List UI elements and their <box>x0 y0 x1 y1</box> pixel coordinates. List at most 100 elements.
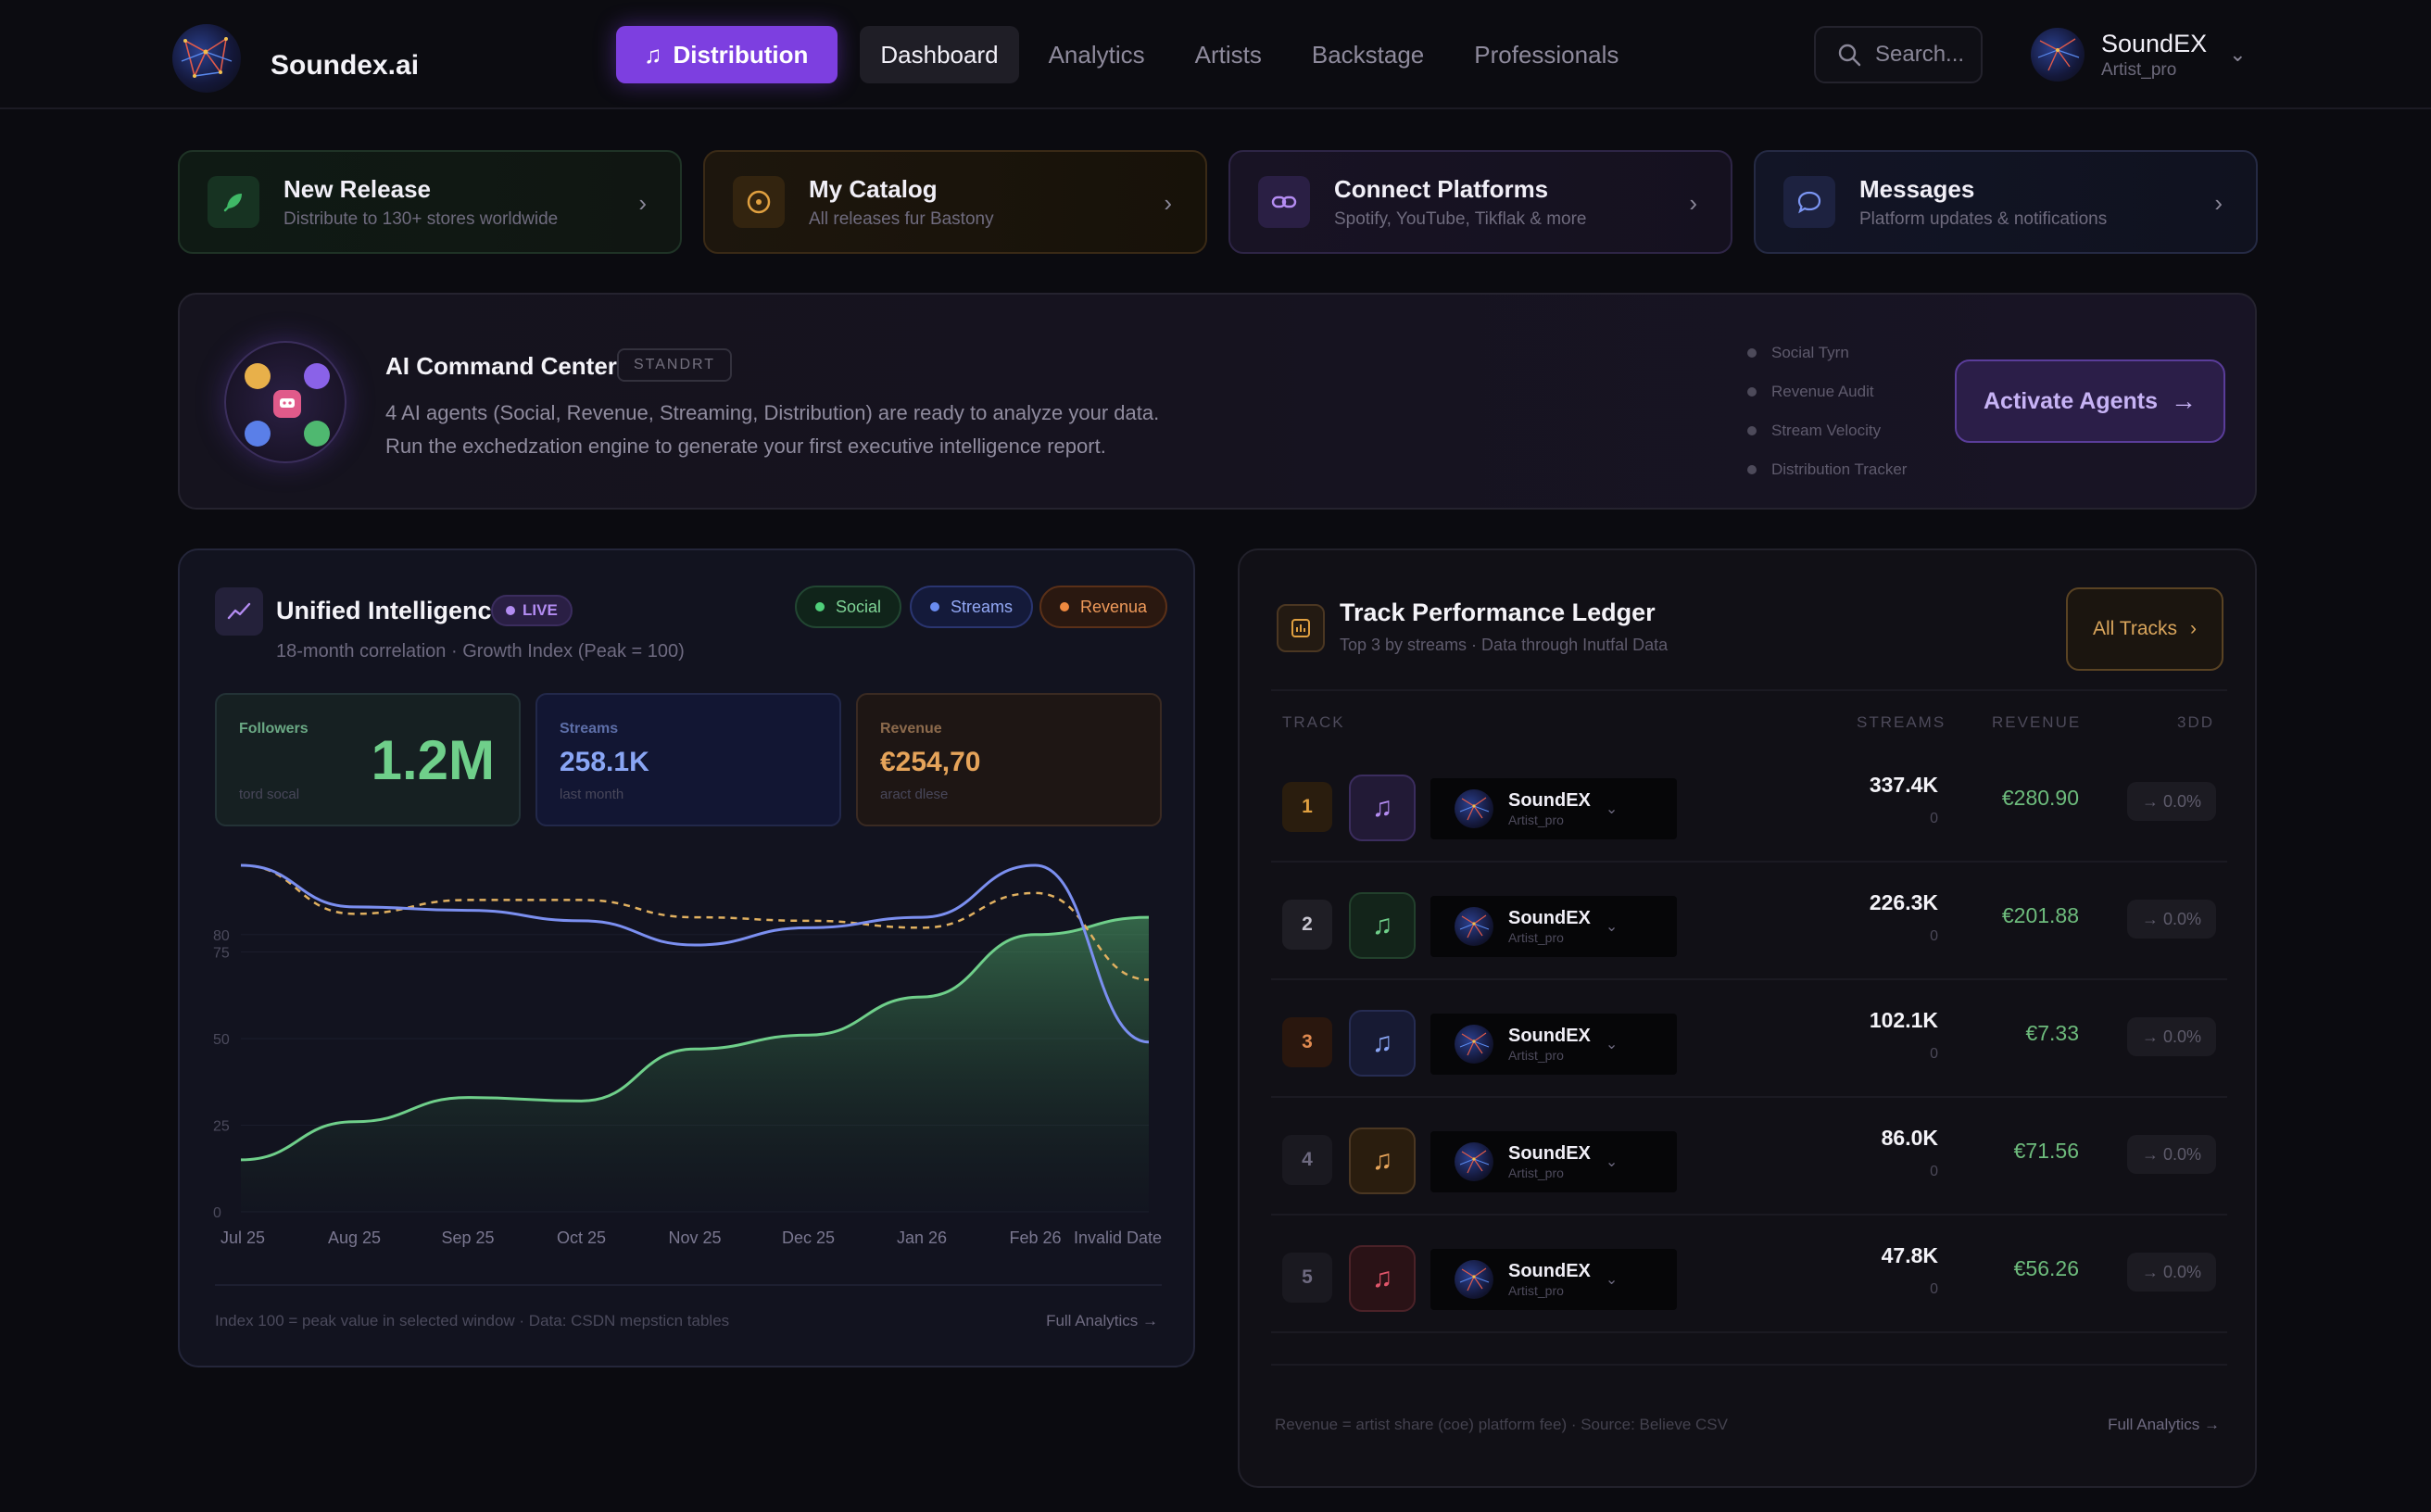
agent-item: Social Tyrn <box>1747 334 1907 372</box>
stat-sub: last month <box>560 787 624 802</box>
stat-sub: tord socal <box>239 787 300 802</box>
artist-info: SoundEX Artist_pro <box>1508 1026 1591 1063</box>
nav-analytics-tab[interactable]: Analytics <box>1048 40 1145 69</box>
status-badge: STANDRT <box>617 348 733 382</box>
new-release-card[interactable]: New Release Distribute to 130+ stores wo… <box>178 150 682 254</box>
messages-card[interactable]: Messages Platform updates & notification… <box>1754 150 2258 254</box>
brand-name[interactable]: Soundex.ai <box>271 50 420 81</box>
artist-info: SoundEX Artist_pro <box>1508 1261 1591 1298</box>
streams-sub: 0 <box>1930 1281 1938 1297</box>
table-row[interactable]: 1 ♫ SoundEX Artist_pro ⌄ 337.4K 0 €280.90 → 0.0% <box>1271 743 2227 861</box>
full-analytics-link[interactable]: Full Analytics → <box>2108 1416 2220 1433</box>
user-menu[interactable]: SoundEX Artist_pro ⌄ <box>2031 24 2247 85</box>
full-analytics-link[interactable]: Full Analytics → <box>1046 1312 1158 1329</box>
ai-command-center-title: AI Command Center <box>385 352 617 380</box>
brand-logo[interactable] <box>172 24 241 93</box>
table-row[interactable]: 2 ♫ SoundEX Artist_pro ⌄ 226.3K 0 €201.88 → 0.0% <box>1271 861 2227 978</box>
artist-name: SoundEX <box>1508 1143 1591 1164</box>
artist-role: Artist_pro <box>1508 1166 1564 1180</box>
streams-cell: 47.8K 0 <box>1882 1243 1938 1298</box>
y-tick-label: 75 <box>213 946 230 962</box>
x-tick-label: Feb 26 <box>1009 1228 1061 1247</box>
legend-revenue-toggle[interactable]: Revenua <box>1039 586 1168 628</box>
chevron-right-icon: › <box>1689 189 1697 217</box>
description-line: 4 AI agents (Social, Revenue, Streaming,… <box>385 401 1160 424</box>
avatar <box>2031 28 2085 82</box>
divider <box>1271 1096 2227 1098</box>
search-input[interactable] <box>1875 42 1977 68</box>
followers-stat-card: Followers 1.2M tord socal <box>215 693 521 826</box>
connect-platforms-title: Connect Platforms <box>1334 174 1549 203</box>
change-badge: → 0.0% <box>2127 900 2216 939</box>
artist-chip[interactable]: SoundEX Artist_pro ⌄ <box>1430 1249 1677 1310</box>
table-row[interactable]: 5 ♫ SoundEX Artist_pro ⌄ 47.8K 0 €56.26 → 0.0% <box>1271 1214 2227 1331</box>
avatar <box>1455 907 1493 946</box>
unified-intelligence-panel: Unified Intelligence LIVE 18-month corre… <box>178 548 1195 1367</box>
user-role: Artist_pro <box>2101 59 2177 80</box>
nav-artists-tab[interactable]: Artists <box>1194 40 1262 69</box>
search-box[interactable] <box>1814 26 1983 83</box>
streams-cell: 102.1K 0 <box>1870 1008 1938 1063</box>
panel-subtitle: Top 3 by streams · Data through Inutfal … <box>1340 636 1669 654</box>
streams-value: 226.3K <box>1869 890 1938 914</box>
revenue-value: €71.56 <box>2013 1139 2079 1163</box>
stat-label: Followers <box>239 721 309 737</box>
growth-index-chart: 0 25 50 75 80 Jul 25 Aug 25 Sep 25 Oct 25 Nov 25 D… <box>213 863 1162 1247</box>
rank-badge: 2 <box>1282 900 1332 950</box>
nav-professionals-tab[interactable]: Professionals <box>1474 40 1619 69</box>
social-area <box>241 917 1149 1212</box>
new-release-subtitle: Distribute to 130+ stores worldwide <box>283 208 559 229</box>
streams-value: 337.4K <box>1869 773 1938 797</box>
column-header-track: TRACK <box>1282 713 1345 731</box>
chevron-right-icon: › <box>2190 618 2197 639</box>
live-badge: LIVE <box>491 595 573 626</box>
nav-distribution-button[interactable]: ♫ Distribution <box>616 26 838 83</box>
revenue-value: €56.26 <box>2013 1256 2079 1280</box>
search-icon <box>1838 44 1861 67</box>
nav-dashboard-tab[interactable]: Dashboard <box>860 26 1019 83</box>
avatar-network-icon <box>2037 38 2080 71</box>
rank-badge: 5 <box>1282 1253 1332 1303</box>
new-release-title: New Release <box>283 174 431 203</box>
artist-chip[interactable]: SoundEX Artist_pro ⌄ <box>1430 1014 1677 1075</box>
artist-name: SoundEX <box>1508 1026 1591 1046</box>
legend-social-toggle[interactable]: Social <box>795 586 902 628</box>
music-note-icon: ♫ <box>1349 892 1416 959</box>
stat-sub: aract dlese <box>880 787 949 802</box>
ledger-footnote: Revenue = artist share (coe) platform fe… <box>1275 1416 1728 1433</box>
column-header-3dd: 3DD <box>2177 713 2215 731</box>
change-badge: → 0.0% <box>2127 1017 2216 1056</box>
x-tick-label: Aug 25 <box>328 1228 381 1247</box>
network-logo-icon <box>181 37 233 78</box>
all-tracks-button[interactable]: All Tracks › <box>2066 587 2223 671</box>
my-catalog-card[interactable]: My Catalog All releases fur Bastony › <box>703 150 1207 254</box>
artist-chip[interactable]: SoundEX Artist_pro ⌄ <box>1430 778 1677 839</box>
change-badge: → 0.0% <box>2127 1253 2216 1292</box>
avatar <box>1455 1025 1493 1064</box>
artist-role: Artist_pro <box>1508 1283 1564 1298</box>
user-info: SoundEX Artist_pro <box>2101 30 2207 81</box>
streams-value: 47.8K <box>1881 1243 1938 1267</box>
connect-platforms-card[interactable]: Connect Platforms Spotify, YouTube, Tikf… <box>1228 150 1732 254</box>
nav-backstage-tab[interactable]: Backstage <box>1311 40 1425 69</box>
x-tick-label: Nov 25 <box>668 1228 721 1247</box>
legend-streams-toggle[interactable]: Streams <box>910 586 1034 628</box>
agent-item: Stream Velocity <box>1747 411 1907 450</box>
table-row[interactable]: 3 ♫ SoundEX Artist_pro ⌄ 102.1K 0 €7.33 → 0.0% <box>1271 978 2227 1096</box>
trend-icon <box>215 587 263 636</box>
table-row[interactable]: 4 ♫ SoundEX Artist_pro ⌄ 86.0K 0 €71.56 → 0.0% <box>1271 1096 2227 1214</box>
x-tick-label: Sep 25 <box>441 1228 494 1247</box>
chevron-down-icon[interactable]: ⌄ <box>2229 43 2247 66</box>
artist-name: SoundEX <box>1508 1261 1591 1281</box>
artist-chip[interactable]: SoundEX Artist_pro ⌄ <box>1430 896 1677 957</box>
streams-line <box>240 863 1150 1044</box>
artist-role: Artist_pro <box>1508 1048 1564 1063</box>
activate-agents-button[interactable]: Activate Agents → <box>1955 359 2225 443</box>
artist-info: SoundEX Artist_pro <box>1508 1143 1591 1180</box>
artist-chip[interactable]: SoundEX Artist_pro ⌄ <box>1430 1131 1677 1192</box>
x-tick-label: Jan 26 <box>897 1228 947 1247</box>
chevron-down-icon: ⌄ <box>1605 801 1619 817</box>
nav-distribution-label: Distribution <box>673 40 809 69</box>
streams-value: 102.1K <box>1869 1008 1938 1032</box>
music-note-icon: ♫ <box>1349 1010 1416 1077</box>
